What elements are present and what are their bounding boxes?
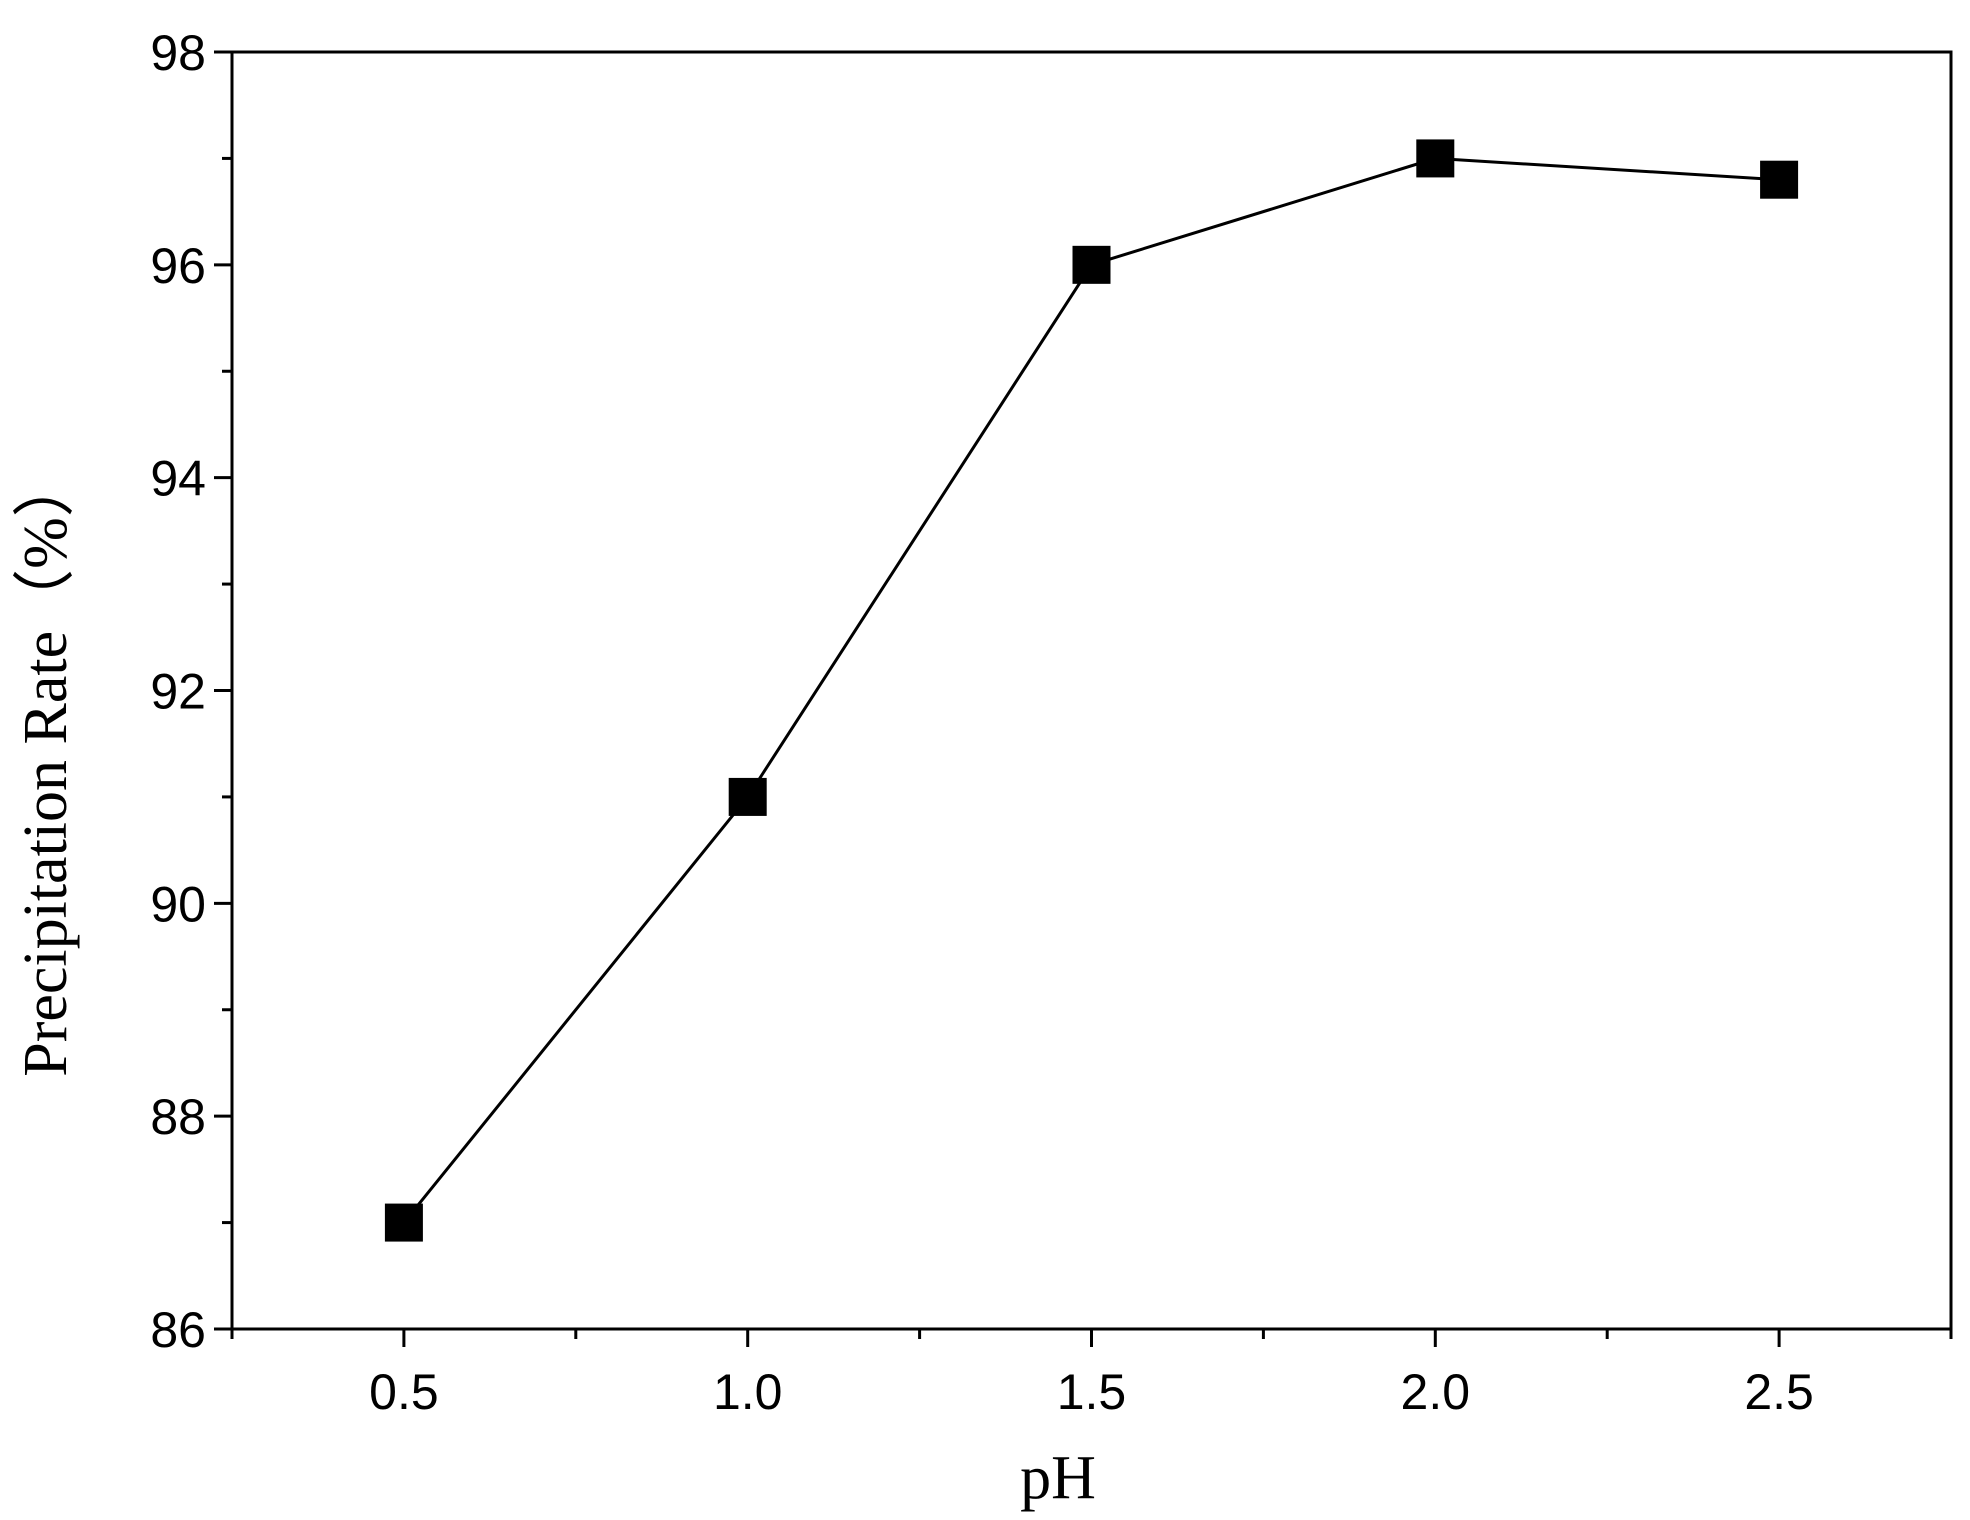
data-point-marker [728, 777, 767, 816]
y-tick-label: 92 [150, 664, 206, 720]
x-tick-label: 2.5 [1744, 1364, 1814, 1420]
x-tick-label: 1.5 [1057, 1364, 1127, 1420]
series-layer [384, 139, 1799, 1242]
y-tick-label: 86 [150, 1302, 206, 1358]
y-tick-label: 90 [150, 876, 206, 932]
x-tick-label: 2.0 [1401, 1364, 1471, 1420]
y-tick-label: 96 [150, 238, 206, 294]
data-point-marker [1072, 245, 1111, 284]
y-tick-label: 94 [150, 451, 206, 507]
tick-label-layer: 86 88 90 92 94 96 98 0.5 1.0 1.5 2.0 2.5 [150, 25, 1813, 1420]
y-tick-label: 98 [150, 25, 206, 81]
series-line [402, 156, 1780, 1224]
data-point-marker [1760, 160, 1799, 199]
x-axis-title: pH [1020, 1444, 1096, 1512]
data-point-marker [384, 1203, 423, 1242]
data-point-marker [1416, 139, 1455, 178]
y-tick-label: 88 [150, 1089, 206, 1145]
y-axis-title: Precipitation Rate（%） [12, 455, 80, 1077]
plot-frame [230, 50, 1953, 1331]
x-tick-label: 1.0 [713, 1364, 783, 1420]
axes-layer [214, 50, 1953, 1347]
x-tick-label: 0.5 [369, 1364, 439, 1420]
